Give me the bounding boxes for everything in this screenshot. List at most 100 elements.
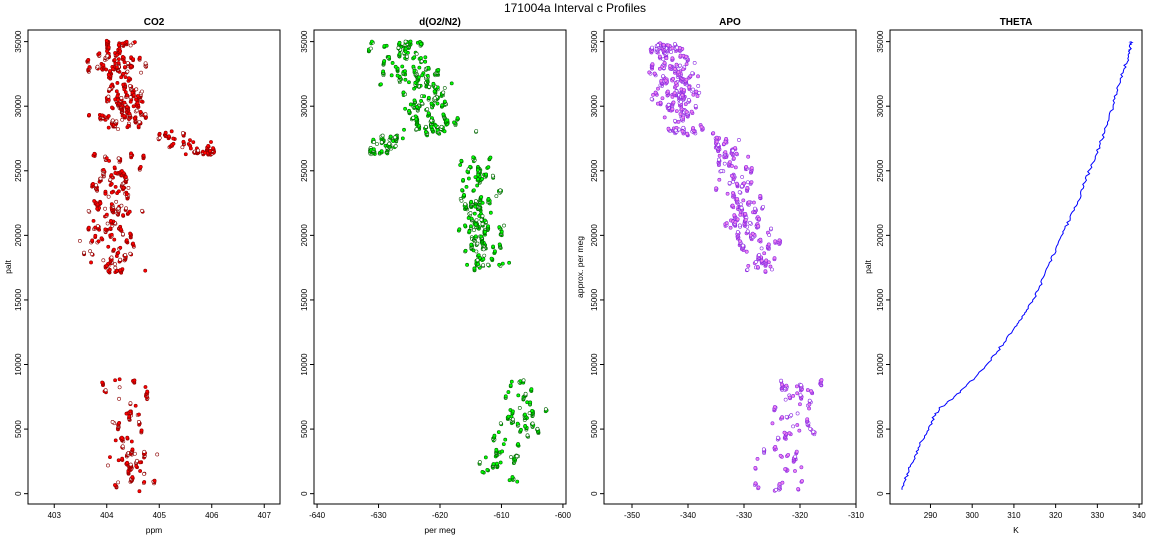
apo-point: [769, 226, 773, 231]
apo-point: [696, 74, 700, 79]
o2n2-point: [442, 86, 447, 90]
apo-point: [735, 197, 740, 201]
co2-point: [120, 117, 125, 122]
o2n2-point: [419, 42, 424, 46]
co2-point: [126, 185, 131, 190]
apo-point: [673, 42, 677, 46]
co2-point: [109, 190, 114, 195]
co2-point: [116, 57, 121, 62]
o2n2-point: [482, 253, 487, 258]
co2-point: [109, 182, 114, 186]
o2n2-point: [494, 461, 499, 466]
co2-xtick-label: 406: [205, 511, 219, 520]
apo-point: [731, 191, 735, 195]
o2n2-point: [523, 424, 528, 428]
o2n2-point: [486, 197, 491, 201]
apo-point: [683, 102, 688, 107]
o2n2-point: [506, 390, 511, 394]
apo-point: [690, 71, 695, 75]
apo-point: [787, 395, 792, 400]
o2n2-point: [515, 479, 520, 484]
apo-point: [761, 204, 766, 209]
theta-xtick-label: 300: [966, 511, 980, 520]
co2-point: [114, 119, 119, 124]
o2n2-point: [475, 241, 480, 246]
o2n2-point: [530, 408, 534, 413]
apo-point: [741, 243, 745, 248]
o2n2-point: [387, 141, 392, 146]
o2n2-point: [469, 224, 473, 229]
co2-point: [89, 252, 94, 256]
co2-point: [124, 175, 128, 179]
apo-point: [656, 43, 660, 48]
apo-point: [662, 60, 667, 65]
o2n2-point: [403, 39, 408, 44]
co2-point: [135, 94, 140, 98]
co2-point: [117, 377, 122, 382]
o2n2-point: [387, 55, 391, 59]
apo-point: [799, 383, 803, 388]
co2-point: [98, 176, 103, 181]
apo-point: [808, 426, 813, 431]
o2n2-point: [473, 175, 478, 179]
apo-axes: -350 -340 -330 -320 -310 0 5000 10000 15000 20000…: [590, 30, 865, 520]
co2-point: [125, 460, 130, 465]
apo-point: [799, 465, 804, 470]
co2-point: [87, 65, 92, 69]
apo-point: [734, 151, 739, 156]
o2n2-point: [473, 204, 478, 209]
o2n2-point: [441, 112, 446, 117]
o2n2-point: [497, 262, 502, 267]
o2n2-point: [498, 460, 503, 465]
apo-point: [688, 74, 693, 79]
co2-point: [101, 63, 106, 67]
apo-ytick-label: 30000: [590, 95, 599, 118]
apo-point: [798, 393, 803, 397]
o2n2-point: [371, 147, 376, 152]
o2n2-point: [442, 99, 447, 104]
o2n2-point: [452, 120, 456, 125]
co2-point: [89, 260, 93, 265]
o2n2-point: [481, 247, 486, 252]
apo-ylabel: approx. per meg: [575, 236, 585, 298]
o2n2-ytick-label: 30000: [300, 95, 309, 118]
apo-point: [732, 213, 737, 218]
co2-ytick-label: 35000: [14, 30, 23, 53]
co2-point: [181, 139, 186, 144]
o2n2-ytick-label: 5000: [300, 420, 309, 438]
o2n2-point: [515, 421, 520, 426]
co2-ytick-label: 0: [14, 491, 23, 496]
co2-point: [120, 232, 125, 236]
o2n2-point: [417, 65, 422, 70]
co2-point: [211, 146, 215, 151]
co2-xtick-label: 404: [100, 511, 114, 520]
o2n2-point: [458, 163, 463, 167]
co2-point: [109, 232, 114, 237]
apo-point: [795, 411, 800, 416]
o2n2-point: [483, 455, 488, 460]
o2n2-point: [483, 229, 487, 234]
co2-point: [134, 464, 139, 469]
o2n2-point: [516, 393, 521, 398]
apo-point: [673, 81, 678, 85]
co2-point: [92, 151, 97, 156]
apo-point: [759, 246, 764, 251]
co2-ytick-label: 20000: [14, 224, 23, 247]
o2n2-point: [432, 89, 437, 94]
theta-ytick-label: 10000: [876, 353, 885, 376]
apo-ytick-label: 35000: [590, 30, 599, 53]
co2-point: [101, 167, 106, 172]
co2-point: [123, 252, 128, 257]
o2n2-point: [372, 140, 376, 144]
co2-point: [142, 449, 147, 454]
co2-point: [116, 156, 121, 161]
o2n2-point: [472, 188, 476, 193]
co2-point: [137, 489, 142, 494]
apo-point: [745, 229, 750, 234]
co2-point: [98, 201, 103, 206]
co2-point: [137, 55, 142, 60]
co2-point: [108, 226, 113, 231]
co2-point: [132, 116, 137, 121]
co2-point: [113, 438, 118, 443]
